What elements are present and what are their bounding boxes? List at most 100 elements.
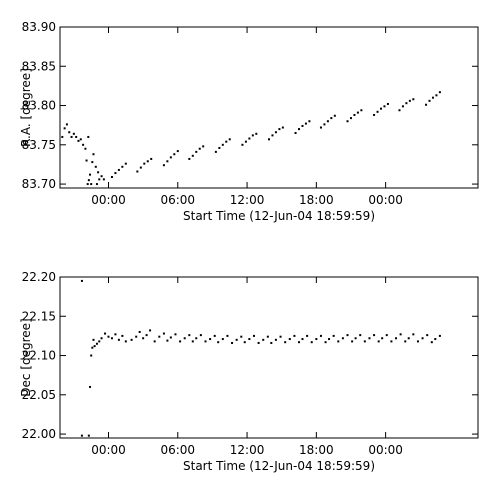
data-point bbox=[97, 171, 100, 174]
data-point bbox=[405, 102, 408, 105]
data-point bbox=[89, 385, 92, 388]
data-point bbox=[110, 337, 113, 340]
data-point bbox=[235, 338, 238, 341]
data-point bbox=[351, 340, 354, 343]
data-point bbox=[143, 162, 146, 165]
data-point bbox=[284, 341, 287, 344]
data-point bbox=[85, 159, 88, 162]
data-point bbox=[421, 337, 424, 340]
data-point bbox=[310, 341, 313, 344]
data-point bbox=[412, 333, 415, 336]
data-point bbox=[214, 150, 217, 153]
data-point bbox=[241, 143, 244, 146]
data-point bbox=[95, 183, 98, 186]
x-axis-label: Start Time (12-Jun-04 18:59:59) bbox=[183, 209, 375, 223]
data-point bbox=[84, 147, 87, 150]
data-point bbox=[438, 91, 441, 94]
data-point bbox=[95, 342, 98, 345]
data-point bbox=[328, 338, 331, 341]
data-point bbox=[376, 110, 379, 113]
data-point bbox=[363, 340, 366, 343]
x-tick-label: 06:00 bbox=[160, 443, 195, 457]
data-point bbox=[359, 334, 362, 337]
data-point bbox=[386, 102, 389, 105]
data-point bbox=[124, 162, 127, 165]
data-point bbox=[333, 114, 336, 117]
data-point bbox=[173, 153, 176, 156]
data-point bbox=[404, 340, 407, 343]
series-1 bbox=[61, 91, 441, 186]
data-point bbox=[63, 127, 66, 130]
data-point bbox=[293, 334, 296, 337]
data-point bbox=[100, 337, 103, 340]
data-point bbox=[425, 103, 428, 106]
data-point bbox=[217, 341, 220, 344]
data-point bbox=[142, 337, 145, 340]
data-point bbox=[354, 337, 357, 340]
data-point bbox=[326, 120, 329, 123]
y-tick-label: 22.00 bbox=[22, 427, 56, 441]
data-point bbox=[90, 183, 93, 186]
data-point bbox=[221, 338, 224, 341]
data-point bbox=[68, 131, 71, 134]
data-point bbox=[191, 340, 194, 343]
data-point bbox=[243, 341, 246, 344]
data-point bbox=[82, 143, 85, 146]
data-point bbox=[431, 96, 434, 99]
data-point bbox=[274, 131, 277, 134]
data-point bbox=[288, 338, 291, 341]
data-point bbox=[121, 334, 124, 337]
y-tick-label: 22.20 bbox=[22, 270, 56, 284]
data-point bbox=[198, 147, 201, 150]
data-point bbox=[248, 137, 251, 140]
data-point bbox=[244, 140, 247, 143]
y-tick-label: 22.05 bbox=[22, 388, 56, 402]
data-point bbox=[226, 334, 229, 337]
series-1 bbox=[80, 279, 441, 437]
data-point bbox=[257, 341, 260, 344]
data-point bbox=[356, 111, 359, 114]
data-point bbox=[319, 334, 322, 337]
data-point bbox=[319, 126, 322, 129]
data-point bbox=[225, 140, 228, 143]
data-point bbox=[195, 337, 198, 340]
data-point bbox=[332, 334, 335, 337]
data-point bbox=[195, 150, 198, 153]
data-point bbox=[61, 135, 64, 138]
data-point bbox=[75, 135, 78, 138]
data-point bbox=[262, 338, 265, 341]
data-point bbox=[89, 173, 92, 176]
data-point bbox=[124, 340, 127, 343]
data-point bbox=[240, 335, 243, 338]
plot-frame bbox=[59, 276, 479, 439]
data-point bbox=[360, 109, 363, 112]
data-point bbox=[91, 161, 94, 164]
data-point bbox=[428, 99, 431, 102]
data-point bbox=[100, 175, 103, 178]
data-point bbox=[390, 340, 393, 343]
y-tick-label: 83.85 bbox=[22, 59, 56, 73]
data-point bbox=[430, 341, 433, 344]
data-point bbox=[91, 346, 94, 349]
data-point bbox=[324, 341, 327, 344]
data-point bbox=[86, 183, 89, 186]
x-tick-label: 12:00 bbox=[230, 443, 265, 457]
data-point bbox=[114, 172, 117, 175]
data-point bbox=[87, 434, 90, 437]
data-point bbox=[368, 337, 371, 340]
data-point bbox=[323, 123, 326, 126]
data-point bbox=[383, 105, 386, 108]
y-axis-label: R.A. [degree] bbox=[19, 68, 33, 147]
data-point bbox=[145, 334, 148, 337]
data-point bbox=[92, 338, 95, 341]
data-point bbox=[373, 334, 376, 337]
data-point bbox=[252, 334, 255, 337]
x-tick-label: 00:00 bbox=[91, 193, 126, 207]
data-point bbox=[270, 341, 273, 344]
chart-panel-1: 83.70 83.75 83.80 83.85 83.90 00:00 06:00 12:00… bbox=[19, 20, 479, 223]
data-point bbox=[77, 139, 80, 142]
data-point bbox=[121, 165, 124, 168]
data-point bbox=[380, 107, 383, 110]
data-point bbox=[251, 134, 254, 137]
